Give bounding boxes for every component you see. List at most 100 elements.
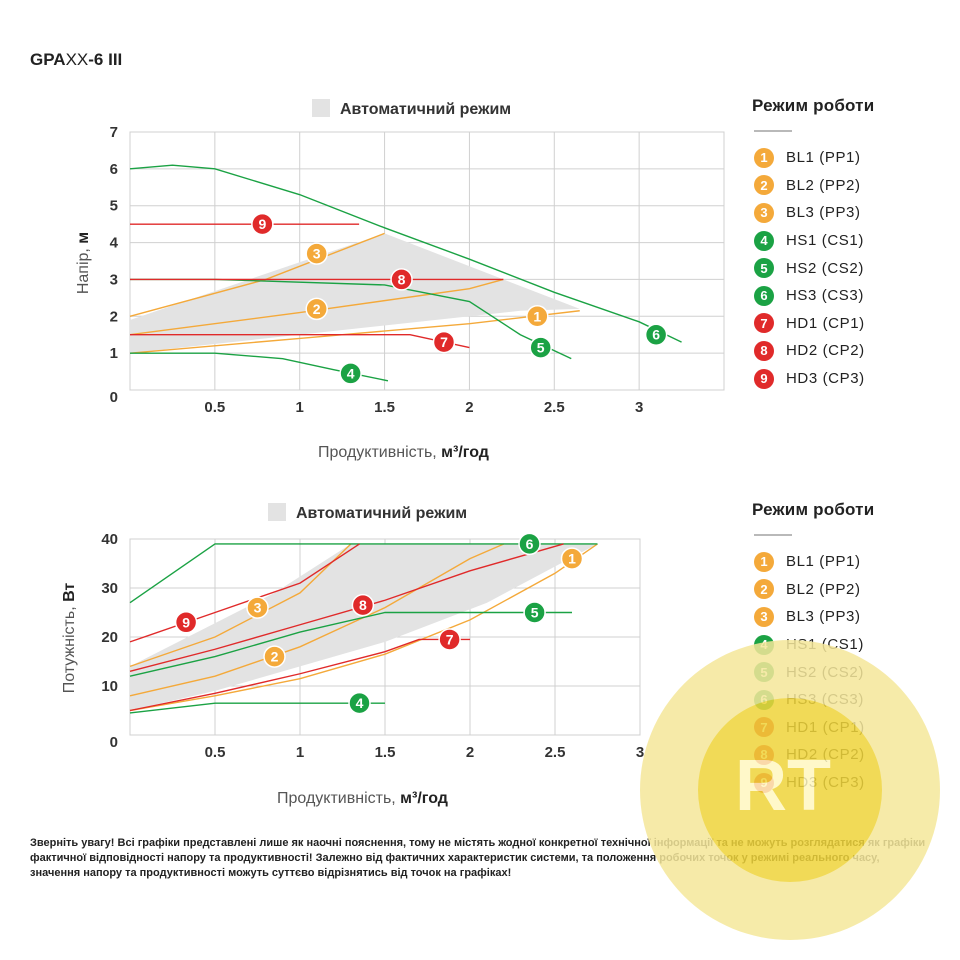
legend-label: BL1 (PP1)	[786, 149, 861, 167]
model-title-part: GPA	[30, 50, 66, 69]
legend-title: Режим роботи	[752, 500, 875, 519]
legend-divider	[754, 130, 792, 132]
series-marker-label: 6	[526, 536, 534, 552]
legend-label: HS3 (CS3)	[786, 691, 864, 709]
series-marker-1	[560, 547, 584, 570]
x-tick-label: 3	[635, 399, 643, 416]
series-marker-label: 5	[537, 340, 545, 356]
legend-label: BL3 (PP3)	[786, 608, 861, 626]
series-marker-label: 4	[356, 695, 364, 711]
series-line-6	[129, 543, 598, 604]
x-tick-label: 1.5	[375, 744, 396, 761]
series-marker-5	[523, 601, 546, 624]
model-title: GPAXX-6 III	[30, 50, 122, 70]
legend-label: HD2 (CP2)	[786, 342, 865, 360]
legend-item: 4 HS1 (CS1)	[752, 631, 942, 659]
y-tick-label: 6	[110, 161, 118, 178]
series-marker-label: 8	[398, 271, 406, 287]
legend-label: HD2 (CP2)	[786, 746, 865, 764]
legend-number-badge: 5	[754, 662, 774, 683]
legend-item: 2 BL2 (PP2)	[752, 576, 942, 604]
series-marker-5	[529, 336, 552, 359]
series-line-7	[129, 638, 470, 712]
series-marker-label: 3	[313, 246, 321, 262]
series-line-2	[129, 543, 505, 697]
legend-number-badge: 6	[754, 285, 774, 306]
series-marker-7	[438, 628, 461, 651]
x-axis-label: Продуктивність, м³/год	[318, 444, 489, 461]
legend-item: 7 HD1 (CP1)	[752, 714, 942, 742]
series-line-1	[129, 310, 580, 354]
y-tick-label: 1	[110, 345, 118, 362]
legend-item: 9 HD3 (CP3)	[752, 365, 942, 393]
legend-number-badge: 6	[754, 689, 774, 710]
series-marker-label: 7	[440, 334, 448, 350]
legend-number-badge: 4	[754, 230, 774, 251]
series-marker-3	[305, 242, 328, 265]
series-marker-8	[390, 268, 413, 291]
series-marker-6	[518, 532, 541, 556]
auto-mode-swatch	[268, 503, 286, 521]
y-tick-label: 30	[101, 580, 118, 597]
x-tick-label: 3	[636, 744, 644, 761]
x-tick-label: 1.5	[374, 399, 395, 416]
auto-mode-region	[130, 543, 598, 711]
legend-item: 3 BL3 (PP3)	[752, 603, 942, 631]
series-marker-label: 5	[531, 605, 539, 621]
y-axis-unit: Вт	[61, 583, 78, 602]
origin-label: 0	[110, 389, 118, 406]
legend-number-badge: 7	[754, 717, 774, 738]
legend-label: HS1 (CS1)	[786, 636, 864, 654]
x-axis-label: Продуктивність, м³/год	[277, 790, 448, 807]
legend-bottom: Режим роботи 1 BL1 (PP1) 2 BL2 (PP2) 3 BL3 (P…	[752, 500, 942, 796]
legend-top: Режим роботи 1 BL1 (PP1) 2 BL2 (PP2) 3 BL3 (P…	[752, 96, 942, 392]
series-line-2	[129, 278, 504, 336]
origin-label: 0	[110, 734, 118, 751]
legend-number-badge: 7	[754, 313, 774, 334]
x-tick-label: 1	[296, 744, 304, 761]
legend-number-badge: 9	[754, 772, 774, 793]
legend-number-badge: 3	[754, 606, 774, 627]
legend-number-badge: 4	[754, 634, 774, 655]
chart-title: Автоматичний режим	[296, 505, 467, 522]
legend-number-badge: 8	[754, 744, 774, 765]
series-marker-label: 3	[254, 600, 262, 616]
legend-label: HD1 (CP1)	[786, 718, 865, 736]
legend-items: 1 BL1 (PP1) 2 BL2 (PP2) 3 BL3 (PP3) 4 HS1 (CS1)…	[752, 548, 942, 796]
x-axis-label-text: Продуктивність,	[277, 790, 400, 807]
legend-item: 9 HD3 (CP3)	[752, 769, 942, 797]
legend-items: 1 BL1 (PP1) 2 BL2 (PP2) 3 BL3 (PP3) 4 HS1 (CS1)…	[752, 144, 942, 392]
series-marker-9	[174, 611, 198, 634]
legend-label: HD3 (CP3)	[786, 370, 865, 388]
power-flow-chart: 1 2 3 4 5 6 7 8 9 0.5 1 1.5 2 2.5 3 10 20 30 40 0 Автоматичн…	[61, 503, 644, 807]
series-marker-label: 8	[359, 597, 367, 613]
series-marker-label: 4	[347, 365, 355, 381]
series-marker-label: 6	[652, 327, 660, 343]
model-title-part: XX	[65, 50, 89, 69]
y-tick-label: 7	[110, 124, 118, 141]
legend-label: HD1 (CP1)	[786, 314, 865, 332]
legend-item: 5 HS2 (CS2)	[752, 658, 942, 686]
x-axis-unit: м³/год	[400, 790, 448, 807]
series-marker-4	[339, 362, 362, 385]
y-tick-label: 40	[101, 531, 118, 548]
y-axis-unit: м	[75, 232, 92, 244]
legend-item: 8 HD2 (CP2)	[752, 337, 942, 365]
legend-number-badge: 5	[754, 258, 774, 279]
series-line-4	[129, 702, 385, 714]
series-marker-label: 2	[271, 649, 279, 665]
x-tick-label: 0.5	[205, 744, 226, 761]
x-tick-label: 1	[296, 399, 304, 416]
disclaimer-note: Зверніть увагу! Всі графіки представлені…	[30, 837, 926, 879]
legend-item: 1 BL1 (PP1)	[752, 144, 942, 172]
legend-label: BL1 (PP1)	[786, 553, 861, 571]
series-marker-7	[432, 330, 456, 354]
legend-title: Режим роботи	[752, 96, 875, 115]
series-marker-label: 7	[446, 631, 454, 647]
series-marker-2	[263, 645, 286, 668]
y-axis-label-text: Потужність,	[61, 602, 78, 693]
legend-item: 6 HS3 (CS3)	[752, 282, 942, 310]
legend-item: 3 BL3 (PP3)	[752, 199, 942, 227]
series-marker-label: 9	[182, 614, 190, 630]
y-tick-label: 4	[110, 235, 119, 252]
